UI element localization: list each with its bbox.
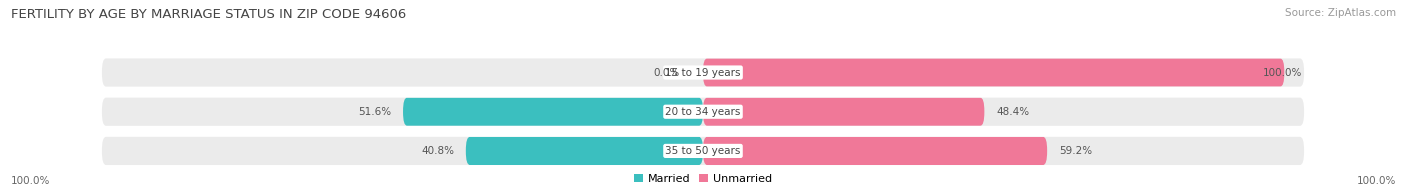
Text: 0.0%: 0.0%: [654, 67, 679, 78]
Text: 40.8%: 40.8%: [422, 146, 454, 156]
FancyBboxPatch shape: [465, 137, 703, 165]
Text: 20 to 34 years: 20 to 34 years: [665, 107, 741, 117]
Legend: Married, Unmarried: Married, Unmarried: [630, 170, 776, 189]
FancyBboxPatch shape: [101, 98, 1305, 126]
Text: 35 to 50 years: 35 to 50 years: [665, 146, 741, 156]
FancyBboxPatch shape: [703, 98, 984, 126]
Text: FERTILITY BY AGE BY MARRIAGE STATUS IN ZIP CODE 94606: FERTILITY BY AGE BY MARRIAGE STATUS IN Z…: [11, 8, 406, 21]
FancyBboxPatch shape: [703, 58, 1284, 87]
Text: 100.0%: 100.0%: [11, 176, 51, 186]
FancyBboxPatch shape: [703, 137, 1047, 165]
FancyBboxPatch shape: [101, 58, 1305, 87]
Text: 100.0%: 100.0%: [1263, 67, 1302, 78]
Text: 59.2%: 59.2%: [1059, 146, 1092, 156]
Text: 51.6%: 51.6%: [359, 107, 391, 117]
Text: 15 to 19 years: 15 to 19 years: [665, 67, 741, 78]
Text: 100.0%: 100.0%: [1357, 176, 1396, 186]
Text: Source: ZipAtlas.com: Source: ZipAtlas.com: [1285, 8, 1396, 18]
Text: 48.4%: 48.4%: [995, 107, 1029, 117]
FancyBboxPatch shape: [404, 98, 703, 126]
FancyBboxPatch shape: [101, 137, 1305, 165]
